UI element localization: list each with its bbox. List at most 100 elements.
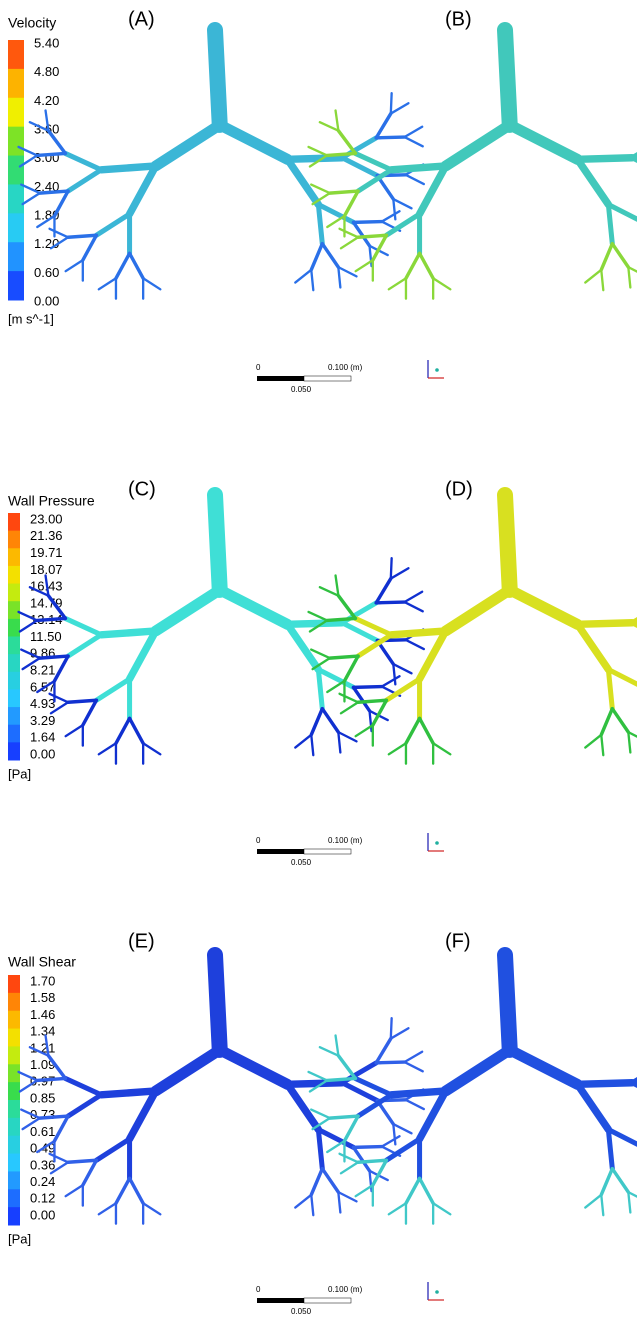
panel-label: (A)	[128, 8, 155, 30]
colorbar-tick-label: 4.80	[34, 64, 59, 79]
airway	[627, 730, 637, 738]
airway	[629, 152, 637, 161]
airway	[48, 227, 70, 239]
colorbar-band	[8, 1082, 20, 1101]
airway	[334, 109, 340, 132]
colorbar-tick-label: 8.21	[30, 663, 55, 678]
airway	[374, 1036, 393, 1065]
legend-title: Wall Pressure	[8, 493, 95, 509]
airway	[66, 1158, 99, 1164]
colorbar-band	[8, 671, 20, 690]
colorbar-band	[8, 636, 20, 655]
airway	[342, 654, 360, 683]
airway	[97, 1087, 160, 1099]
airway	[387, 742, 408, 756]
airway	[605, 1127, 615, 1172]
airway	[64, 258, 84, 273]
airway	[36, 214, 56, 229]
airway	[440, 119, 516, 172]
airway	[371, 233, 389, 262]
airway	[310, 268, 315, 292]
airway	[97, 277, 118, 291]
airway	[600, 1193, 605, 1217]
airway	[62, 615, 104, 638]
colorbar-tick-label: 1.80	[34, 207, 59, 222]
airway	[417, 1176, 435, 1205]
airway	[311, 656, 331, 671]
airway	[392, 1122, 413, 1135]
airway	[283, 619, 346, 629]
airway	[374, 576, 393, 605]
airway	[308, 619, 329, 633]
airway	[389, 1027, 410, 1040]
airway	[383, 676, 423, 703]
airway	[93, 211, 133, 238]
airway	[328, 654, 360, 660]
colorbar-band	[8, 742, 20, 761]
colorbar-band	[8, 213, 24, 243]
airway	[337, 730, 342, 754]
airway	[35, 616, 68, 623]
airway	[431, 1202, 452, 1216]
airway	[326, 679, 346, 694]
scale-start: 0	[256, 1285, 261, 1294]
airway	[334, 1034, 340, 1057]
colorbar-band	[8, 1117, 20, 1137]
airway	[114, 716, 132, 745]
airway	[315, 1127, 357, 1150]
airway	[380, 1135, 401, 1148]
airway	[339, 1161, 360, 1175]
airway	[338, 692, 360, 704]
airway	[371, 1158, 389, 1187]
airway	[387, 1202, 408, 1216]
airway	[404, 1098, 426, 1111]
airway	[310, 183, 331, 195]
airway	[48, 1152, 70, 1164]
airway	[351, 1145, 372, 1173]
airway	[404, 638, 426, 651]
airway	[403, 590, 424, 604]
airway	[356, 233, 389, 239]
airway	[81, 233, 99, 262]
airway	[18, 154, 39, 168]
airway	[392, 197, 397, 221]
airway	[600, 268, 605, 292]
airway	[214, 584, 293, 630]
colorbar-band	[8, 601, 20, 620]
panel-label: (D)	[445, 478, 473, 500]
airway	[309, 707, 325, 737]
airway	[337, 265, 342, 289]
airway	[351, 1144, 384, 1150]
airway	[431, 277, 452, 291]
panel-label: (B)	[445, 8, 472, 30]
airway	[352, 615, 394, 638]
colorbar-tick-label: 4.20	[34, 93, 59, 108]
colorbar-tick-label: 1.58	[30, 990, 55, 1005]
panel-label: (C)	[128, 478, 156, 500]
airway	[66, 698, 99, 704]
airway	[315, 202, 357, 225]
colorbar-band	[8, 40, 24, 70]
airway	[309, 1167, 325, 1197]
airway	[368, 709, 373, 733]
colorbar-tick-label: 0.00	[34, 293, 59, 308]
colorbar-tick-label: 0.00	[30, 746, 55, 761]
scale-start: 0	[256, 363, 261, 372]
panel-label: (E)	[128, 930, 155, 952]
airway	[337, 265, 358, 278]
colorbar-band	[8, 618, 20, 637]
airway	[351, 219, 384, 225]
airway	[351, 685, 372, 713]
airway	[97, 162, 160, 174]
airway	[141, 742, 162, 756]
airway	[214, 1044, 293, 1090]
airway	[440, 1044, 516, 1097]
airway	[307, 1070, 329, 1082]
airway	[49, 1161, 70, 1175]
airway-tree	[17, 22, 426, 300]
airway	[20, 183, 41, 195]
colorbar-tick-label: 6.57	[30, 679, 55, 694]
airway	[283, 1080, 323, 1134]
airway	[127, 251, 145, 280]
